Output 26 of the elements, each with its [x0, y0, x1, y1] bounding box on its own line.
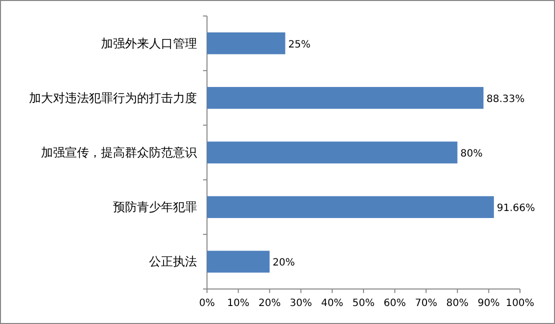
- y-tick-label: 预防青少年犯罪: [113, 200, 197, 214]
- x-tick-label: 50%: [352, 298, 375, 309]
- bar: [207, 196, 494, 218]
- x-tick-label: 10%: [227, 298, 250, 309]
- x-tick-label: 80%: [446, 298, 469, 309]
- x-tick-label: 20%: [258, 298, 281, 309]
- y-tick-label: 公正执法: [149, 254, 197, 269]
- data-label: 25%: [288, 39, 310, 50]
- x-tick-label: 60%: [384, 298, 406, 309]
- y-tick-label: 加大对违法犯罪行为的打击力度: [29, 90, 197, 105]
- x-tick-label: 0%: [199, 298, 215, 309]
- bar: [207, 250, 270, 273]
- data-label: 88.33%: [486, 94, 525, 105]
- bar: [207, 142, 458, 164]
- x-tick-label: 40%: [321, 298, 344, 309]
- data-label: 80%: [460, 148, 483, 160]
- bar: [207, 86, 484, 109]
- x-tick-label: 90%: [478, 298, 500, 309]
- bar: [207, 32, 286, 54]
- y-tick-label: 加强外来人口管理: [101, 36, 197, 50]
- data-label: 20%: [272, 258, 295, 269]
- x-tick-label: 70%: [414, 298, 438, 309]
- data-label: 91.66%: [496, 203, 536, 214]
- x-tick-label: 30%: [290, 298, 312, 309]
- x-tick-label: 100%: [506, 298, 534, 309]
- y-tick-label: 加强宣传，提高群众防范意识: [41, 146, 197, 160]
